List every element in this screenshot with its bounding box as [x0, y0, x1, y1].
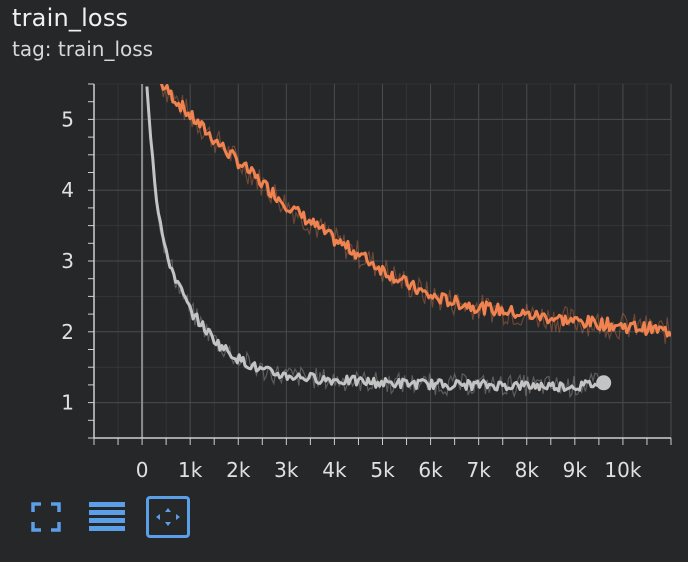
fit-domain-button[interactable] [146, 496, 190, 538]
list-icon [89, 502, 125, 531]
y-tick-label: 2 [61, 320, 74, 344]
chart-title: train_loss [12, 4, 129, 32]
y-tick-label: 4 [61, 178, 74, 202]
x-tick-label: 10k [604, 458, 641, 480]
series-2-raw-line [146, 86, 604, 399]
series-2-end-marker [596, 375, 612, 391]
x-tick-label: 6k [418, 458, 443, 480]
x-tick-label: 4k [322, 458, 347, 480]
x-tick-label: 1k [178, 458, 203, 480]
fit-domain-icon [156, 508, 180, 526]
chart-tag-label: tag: train_loss [12, 37, 154, 61]
x-tick-label: 3k [274, 458, 299, 480]
x-tick-label: 8k [515, 458, 540, 480]
x-tick-label: 5k [370, 458, 395, 480]
y-tick-label: 1 [61, 391, 74, 415]
series-1-line [159, 84, 671, 338]
chart-toolbar [24, 496, 207, 538]
y-tick-label: 3 [61, 249, 74, 273]
x-tick-label: 7k [467, 458, 492, 480]
loss-chart[interactable]: 1 2 3 4 5 0 1k 2k 3k 4k 5k 6k 7k 8k 9k 10k [0, 70, 688, 480]
fullscreen-icon [31, 502, 61, 532]
x-tick-label: 2k [226, 458, 251, 480]
series-2-line [145, 86, 604, 393]
x-tick-label: 9k [563, 458, 588, 480]
fullscreen-button[interactable] [24, 496, 68, 538]
y-tick-label: 5 [61, 107, 74, 131]
x-tick-label: 0 [136, 458, 149, 480]
toggle-log-scale-button[interactable] [85, 496, 129, 538]
